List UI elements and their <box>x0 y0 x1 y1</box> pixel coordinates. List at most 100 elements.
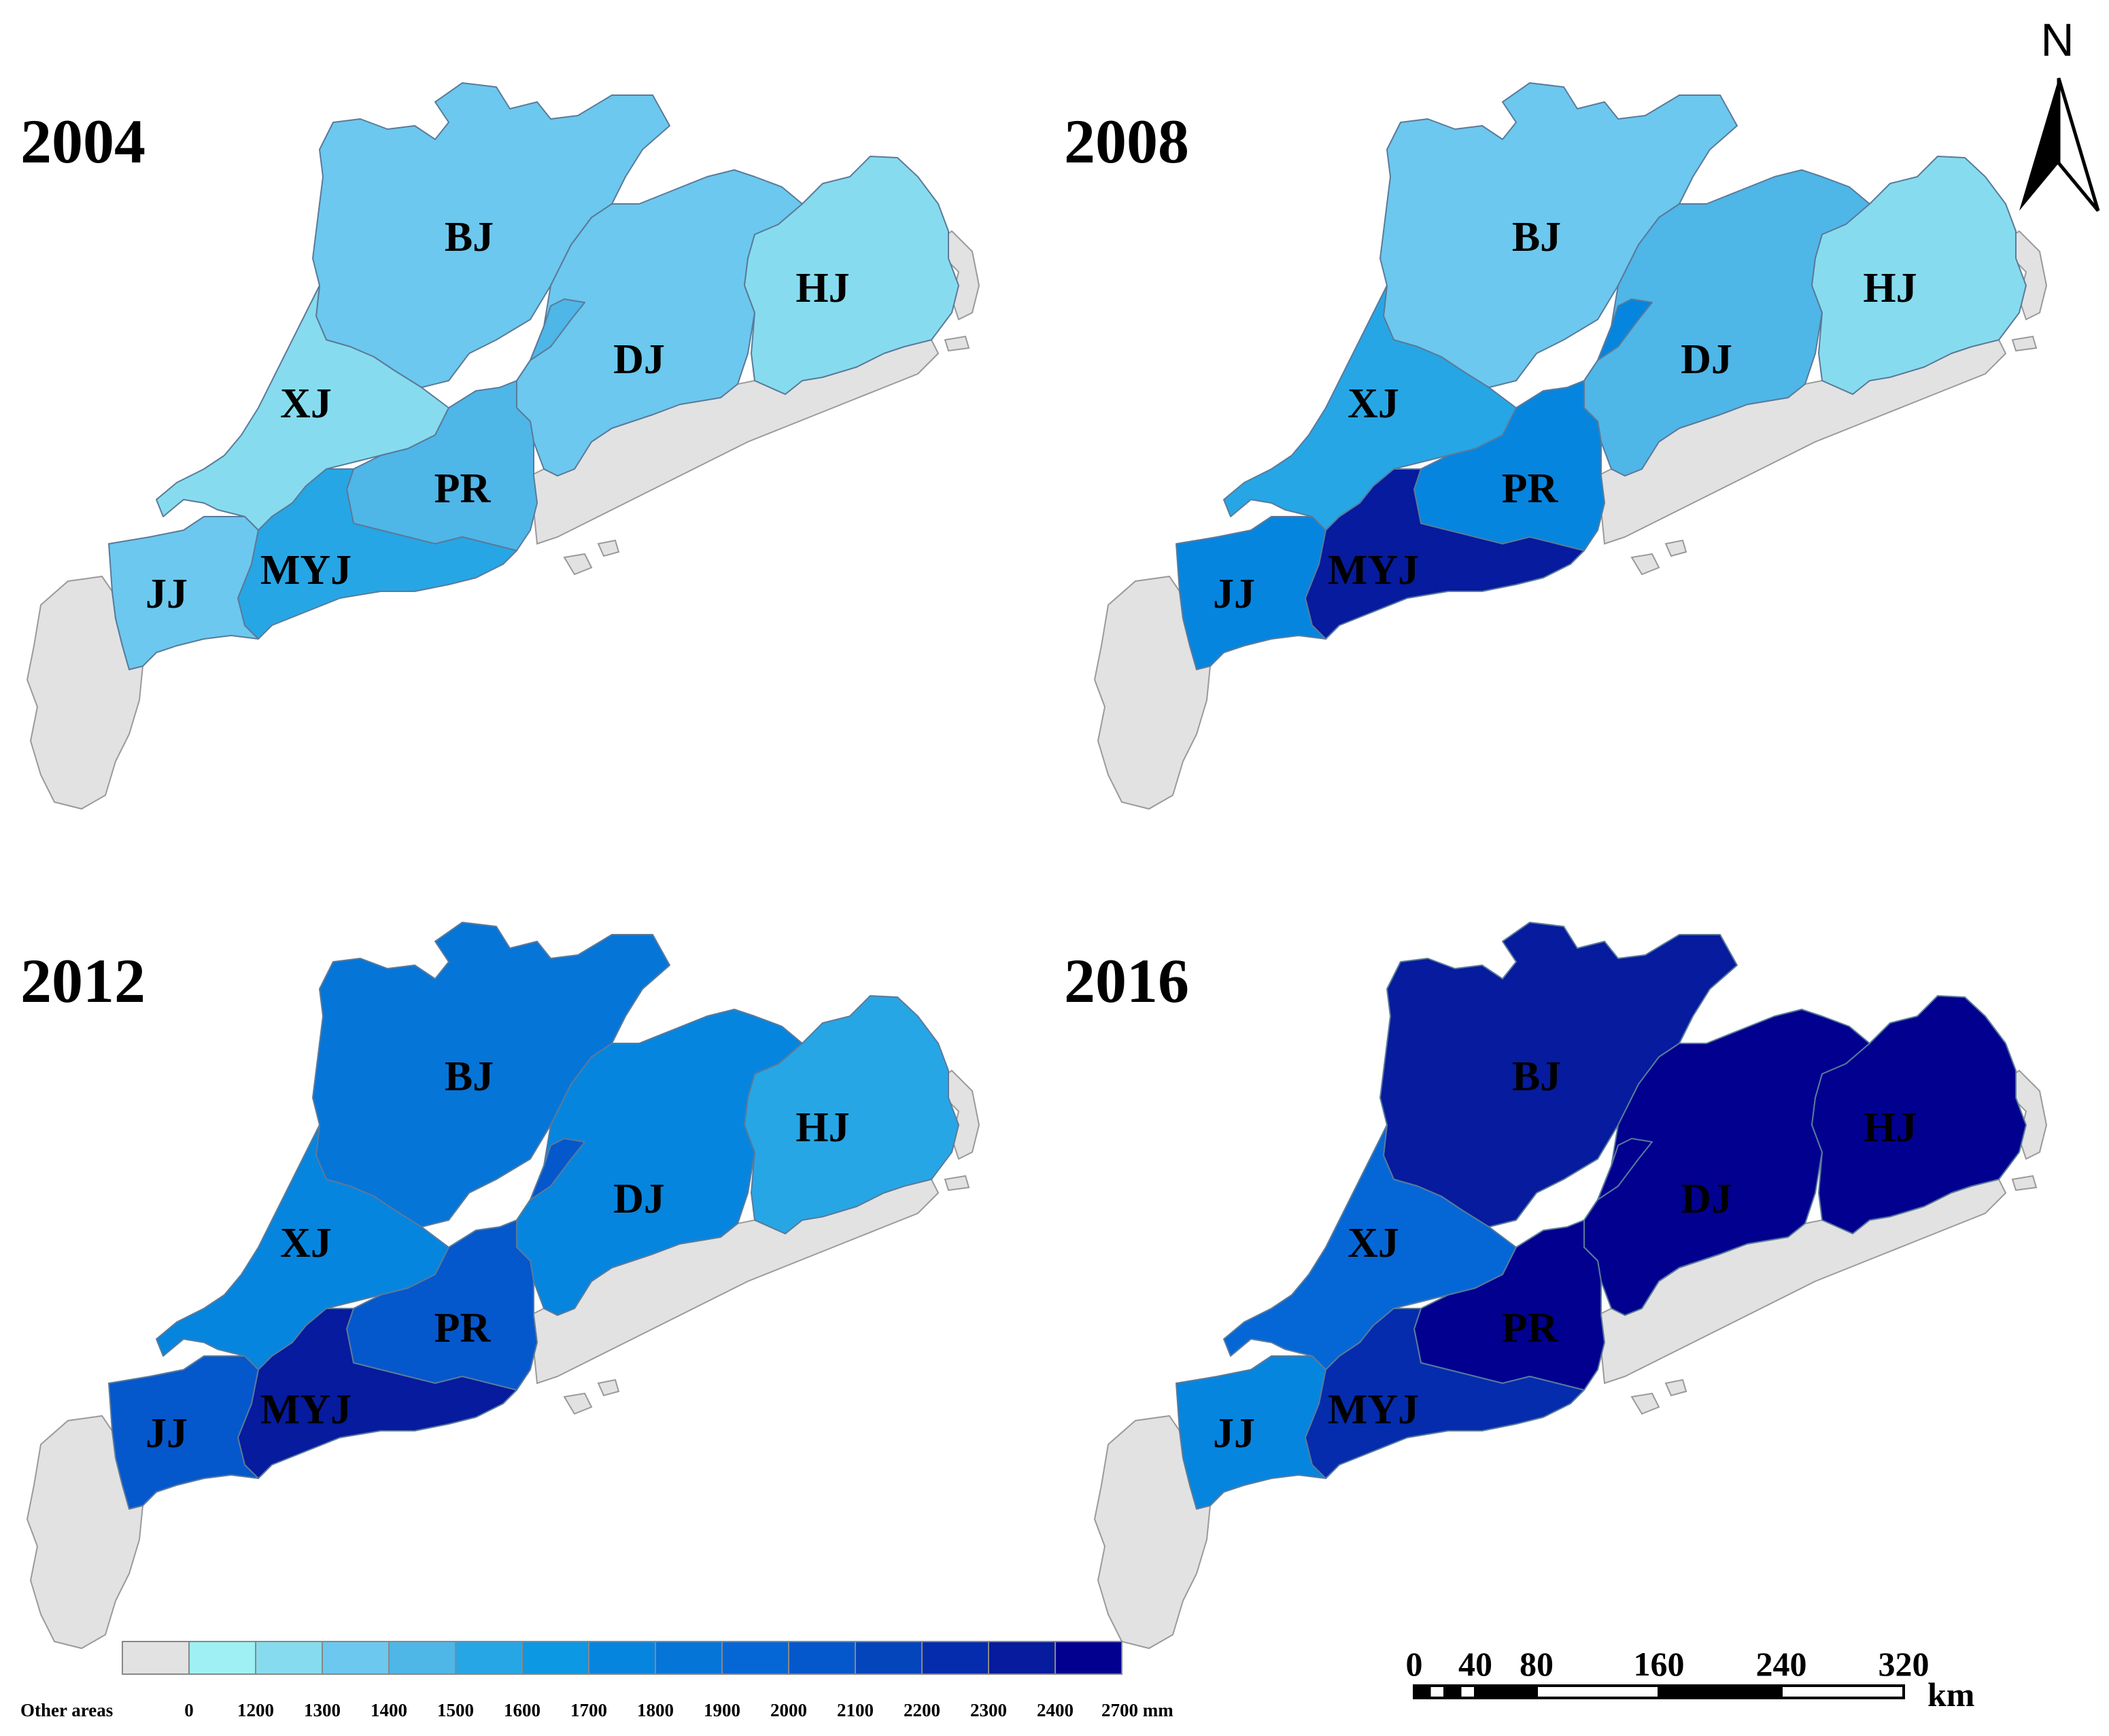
other-area <box>597 1378 620 1397</box>
legend-break-label: 1800 <box>637 1700 674 1720</box>
legend-swatch-2000 <box>788 1641 856 1675</box>
region-label-pr: PR <box>1502 466 1559 512</box>
map-panel-2012: BJ DJ HJ XJ PR JJ MYJ <box>26 922 980 1650</box>
legend-swatch-2200 <box>921 1641 989 1675</box>
legend-swatch-2300 <box>988 1641 1056 1675</box>
region-label-dj: DJ <box>613 1176 665 1222</box>
region-label-xj: XJ <box>280 381 332 427</box>
legend-swatch-1800 <box>655 1641 723 1675</box>
region-label-bj: BJ <box>445 1054 494 1100</box>
other-area <box>944 335 970 352</box>
region-label-hj: HJ <box>795 265 849 311</box>
year-label-2016: 2016 <box>1064 946 1189 1015</box>
region-label-myj: MYJ <box>1328 1387 1419 1433</box>
scale-bar-tick: 240 <box>1756 1645 1807 1683</box>
legend-swatch-1600 <box>521 1641 589 1675</box>
legend-swatch-1700 <box>588 1641 656 1675</box>
scale-bar-segment <box>1413 1684 1431 1699</box>
region-label-jj: JJ <box>145 571 188 617</box>
region-label-jj: JJ <box>1213 571 1255 617</box>
map-panel-2016: BJ DJ HJ XJ PR JJ MYJ <box>1093 922 2048 1650</box>
map-panel-2004: BJ DJ HJ XJ PR JJ MYJ <box>26 82 980 810</box>
region-label-xj: XJ <box>1348 381 1399 427</box>
other-area <box>2011 1175 2038 1192</box>
region-label-myj: MYJ <box>260 1387 352 1433</box>
region-label-hj: HJ <box>1863 265 1917 311</box>
scale-bar-segment <box>1658 1684 1783 1699</box>
legend-break-label: 1200 <box>237 1700 274 1720</box>
region-bj-2012 <box>312 922 670 1228</box>
legend-swatch-1300 <box>322 1641 390 1675</box>
legend-swatch-2100 <box>855 1641 923 1675</box>
north-arrow-left-half <box>2019 78 2059 211</box>
region-myj-2004 <box>237 468 517 640</box>
other-area <box>1630 1392 1660 1415</box>
north-arrow-label: N <box>2040 14 2074 66</box>
scale-bar-segment <box>1443 1684 1462 1699</box>
other-area <box>1630 553 1660 576</box>
legend-swatch-1200 <box>255 1641 323 1675</box>
map-panel-2008: BJ DJ HJ XJ PR JJ MYJ <box>1093 82 2048 810</box>
year-label-2004: 2004 <box>20 107 145 176</box>
scale-bar-segment <box>1428 1684 1446 1699</box>
legend-swatch-1900 <box>721 1641 789 1675</box>
scale-bar-tick: 160 <box>1634 1645 1685 1683</box>
other-area <box>944 1175 970 1192</box>
legend-break-label: 1300 <box>304 1700 341 1720</box>
scale-bar-tick: 0 <box>1406 1645 1423 1683</box>
color-legend: Other areas 0 1200 1300 1400 1500 1600 1700 1800… <box>20 1641 1173 1720</box>
scale-bar-segment <box>1458 1684 1477 1699</box>
region-label-jj: JJ <box>1213 1410 1255 1457</box>
region-label-pr: PR <box>434 1305 492 1351</box>
scale-bar-tick: 80 <box>1520 1645 1554 1683</box>
region-label-pr: PR <box>1502 1305 1559 1351</box>
legend-swatch-2400 <box>1054 1641 1122 1675</box>
region-hj-2012 <box>744 995 959 1234</box>
north-arrow-right-half <box>2057 77 2100 212</box>
region-bj-2004 <box>312 82 670 388</box>
scale-bar-segment <box>1535 1684 1660 1699</box>
region-label-bj: BJ <box>445 214 494 260</box>
region-label-xj: XJ <box>280 1220 332 1266</box>
legend-break-label: 1400 <box>371 1700 407 1720</box>
legend-break-label: 1500 <box>437 1700 474 1720</box>
other-area <box>563 1392 593 1415</box>
legend-label-other: Other areas <box>20 1700 113 1720</box>
region-myj-2008 <box>1305 468 1585 640</box>
other-area <box>2011 335 2038 352</box>
region-myj-2012 <box>237 1308 517 1479</box>
scale-bar-tick: 320 <box>1879 1645 1930 1683</box>
region-hj-2008 <box>1811 156 2027 395</box>
legend-break-label: 1700 <box>570 1700 607 1720</box>
legend-break-label: 2300 <box>970 1700 1007 1720</box>
scale-bar-segment <box>1780 1684 1905 1699</box>
legend-break-label: 2000 <box>770 1700 807 1720</box>
legend-swatch-1400 <box>388 1641 456 1675</box>
region-label-dj: DJ <box>613 336 665 383</box>
legend-break-label: 2700 mm <box>1101 1700 1173 1720</box>
scale-bar-segment <box>1474 1684 1538 1699</box>
region-bj-2008 <box>1379 82 1738 388</box>
scale-bar-unit: km <box>1927 1676 1974 1714</box>
legend-swatch-0 <box>188 1641 256 1675</box>
legend-break-label: 0 <box>184 1700 194 1720</box>
legend-break-label: 1600 <box>504 1700 541 1720</box>
north-arrow: N <box>2019 14 2100 212</box>
region-myj-2016 <box>1305 1308 1585 1479</box>
legend-break-label: 2400 <box>1037 1700 1074 1720</box>
other-area <box>597 539 620 557</box>
region-label-bj: BJ <box>1512 1054 1561 1100</box>
legend-swatch-other <box>122 1641 190 1675</box>
region-label-dj: DJ <box>1681 1176 1732 1222</box>
region-bj-2016 <box>1379 922 1738 1228</box>
region-label-hj: HJ <box>795 1105 849 1151</box>
region-label-dj: DJ <box>1681 336 1732 383</box>
legend-swatch-1500 <box>455 1641 523 1675</box>
year-label-2008: 2008 <box>1064 107 1189 176</box>
region-label-hj: HJ <box>1863 1105 1917 1151</box>
legend-break-label: 1900 <box>704 1700 740 1720</box>
other-area <box>1664 539 1687 557</box>
